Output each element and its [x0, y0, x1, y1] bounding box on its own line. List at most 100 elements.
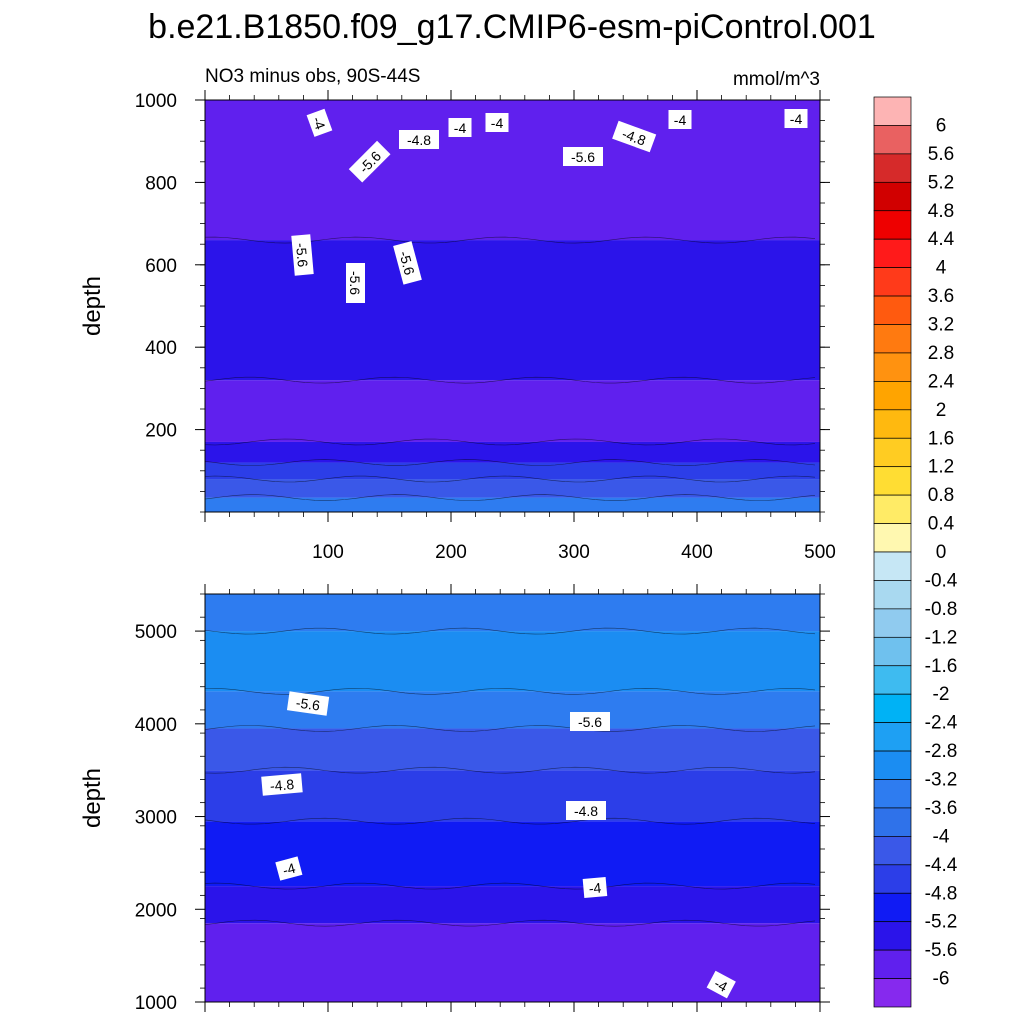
panel-subtitle: NO3 minus obs, 90S-44S	[205, 66, 420, 87]
contour-label-box	[306, 108, 333, 137]
colorbar-swatch	[873, 437, 912, 468]
colorbar-swatch	[873, 779, 912, 809]
top-contour-line-2	[204, 459, 816, 466]
colorbar-swatch	[873, 523, 912, 553]
bottom-contour-line-2	[204, 817, 816, 825]
top-contour-label: -4.8	[399, 130, 439, 149]
units-label: mmol/m^3	[733, 69, 820, 90]
colorbar-swatch	[873, 352, 912, 382]
colorbar-swatch	[873, 96, 912, 126]
contour-label-text: -4.8	[574, 803, 598, 819]
bottom-band-1	[205, 886, 820, 924]
bottom-ytick-label: 2000	[135, 900, 177, 921]
bottom-band-4	[205, 728, 820, 771]
contour-label-box	[393, 241, 422, 285]
colorbar-swatch	[873, 693, 912, 723]
colorbar-swatch	[873, 551, 912, 581]
colorbar-label: 1.2	[928, 457, 954, 478]
colorbar-label: 4	[936, 258, 947, 279]
colorbar-label: -2	[933, 684, 950, 705]
colorbar-swatch	[873, 608, 912, 638]
colorbar-swatch	[873, 466, 912, 496]
contour-label-text: -4	[588, 879, 602, 896]
top-contour-line-3	[204, 438, 816, 446]
contour-label-text: -4	[309, 114, 328, 131]
top-ytick-label: 600	[145, 256, 177, 277]
colorbar-label: 4.8	[928, 201, 954, 222]
colorbar-label: -2.8	[925, 741, 958, 762]
contour-label-box	[612, 120, 657, 153]
figure-title: b.e21.B1850.f09_g17.CMIP6-esm-piControl.…	[148, 8, 876, 46]
contour-label-text: -4	[674, 112, 687, 128]
colorbar-swatch	[873, 807, 912, 837]
bottom-contour-label: -4	[706, 970, 736, 999]
top-contour-label: -4	[306, 108, 333, 137]
contour-label-box	[706, 970, 736, 999]
colorbar-swatch	[873, 409, 912, 439]
colorbar-label: 0.4	[928, 514, 955, 535]
top-band-2	[205, 462, 820, 480]
contour-label-text: -5.6	[295, 694, 321, 713]
top-contour-line-1	[204, 475, 816, 483]
colorbar-label: 2.4	[928, 371, 955, 392]
contour-label-box	[668, 110, 692, 129]
contour-label-text: -4.8	[269, 776, 295, 794]
colorbar-swatch	[873, 722, 912, 752]
colorbar-swatch	[873, 949, 912, 979]
colorbar-swatch	[873, 125, 912, 155]
bottom-ytick-label: 3000	[135, 808, 177, 829]
top-ytick-label: 400	[145, 338, 177, 359]
bottom-contour-line-0	[204, 919, 816, 927]
colorbar-label: 5.2	[928, 172, 954, 193]
top-band-6	[205, 100, 820, 241]
bottom-contour-line-6	[204, 627, 816, 635]
colorbar-label: 5.6	[928, 144, 954, 165]
top-contour-label: -5.6	[563, 147, 603, 166]
top-contour-label: -4	[485, 113, 509, 132]
colorbar-swatch	[873, 267, 912, 297]
bottom-contour-line-1	[204, 882, 816, 890]
colorbar-swatch	[873, 750, 912, 780]
top-contour-label: -5.6	[291, 234, 314, 276]
colorbar-swatch	[873, 295, 912, 325]
top-xtick-label: 200	[435, 542, 467, 563]
colorbar-label: -1.6	[925, 656, 958, 677]
colorbar-label: -0.8	[925, 599, 958, 620]
contour-label-box	[275, 856, 303, 881]
top-ytick-label: 800	[145, 173, 177, 194]
contour-label-box	[485, 113, 509, 132]
colorbar-label: 1.6	[928, 428, 954, 449]
bottom-contour-label: -4	[582, 877, 608, 898]
bottom-band-7	[205, 594, 820, 632]
colorbar-label: -4.8	[925, 883, 958, 904]
contour-label-box	[563, 147, 603, 166]
contour-label-text: -4	[454, 120, 467, 136]
bottom-contour-label: -4.8	[566, 801, 606, 820]
bottom-contour-line-4	[204, 725, 816, 732]
colorbar-swatch	[873, 324, 912, 354]
contour-label-box	[784, 109, 808, 128]
colorbar-swatch	[873, 580, 912, 610]
top-xtick-label: 300	[558, 542, 590, 563]
top-contour-line-0	[204, 494, 816, 501]
contour-label-text: -5.6	[396, 249, 418, 277]
colorbar-label: 2.8	[928, 343, 954, 364]
top-xtick-label: 400	[681, 542, 713, 563]
contour-label-box	[448, 118, 472, 137]
top-contour-label: -4	[448, 118, 472, 137]
bottom-contour-label: -4	[275, 856, 303, 881]
colorbar-label: -5.2	[925, 912, 958, 933]
top-xtick-label: 100	[312, 542, 344, 563]
contour-label-text: -5.6	[578, 714, 602, 730]
bottom-band-6	[205, 631, 820, 692]
top-ytick-label: 200	[145, 421, 177, 442]
colorbar-swatch	[873, 210, 912, 240]
contour-label-box	[399, 130, 439, 149]
contour-label-text: -5.6	[571, 149, 595, 165]
colorbar-label: -1.2	[925, 627, 958, 648]
bottom-contour-label: -4.8	[261, 773, 303, 796]
contour-label-box	[348, 140, 391, 183]
colorbar-swatch	[873, 238, 912, 268]
colorbar-swatch	[873, 978, 912, 1008]
colorbar-swatch	[873, 864, 912, 894]
